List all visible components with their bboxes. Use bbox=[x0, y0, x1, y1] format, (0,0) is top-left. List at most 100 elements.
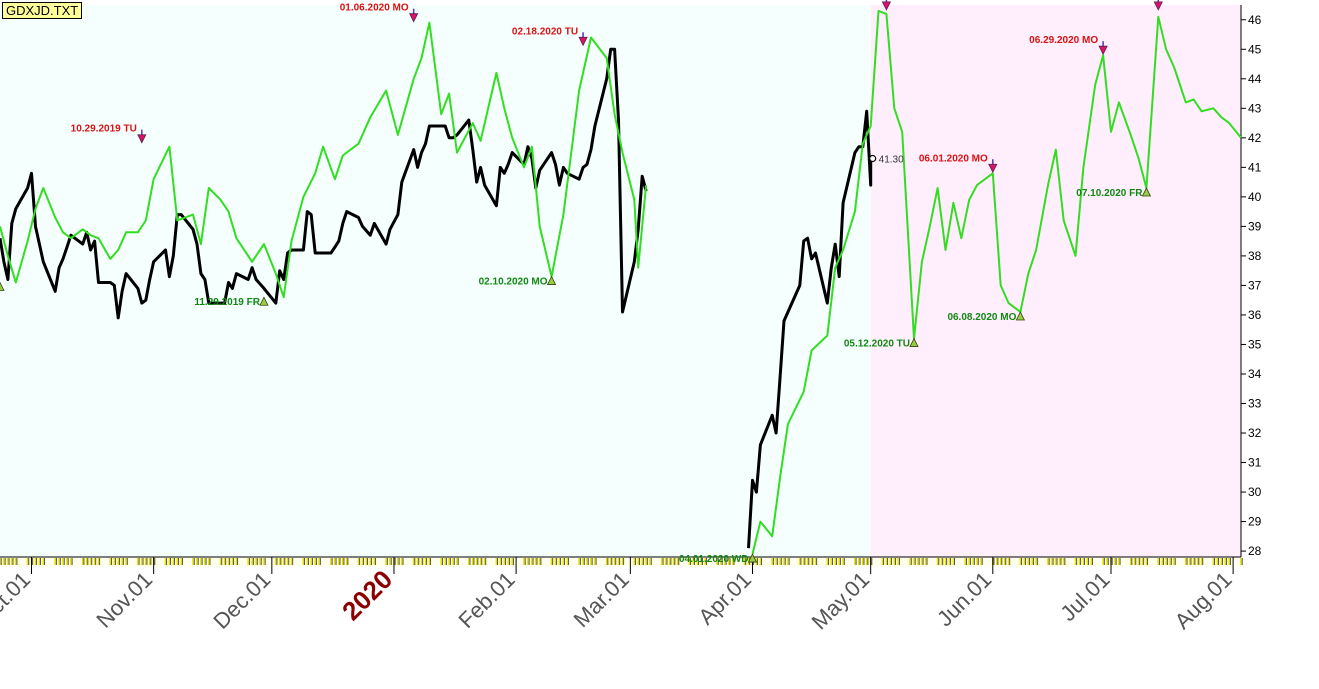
high-label: 05.05.2020 TU bbox=[815, 0, 881, 2]
low-annotation: 11.29.2019 FR bbox=[194, 296, 269, 308]
x-day-tick bbox=[1106, 558, 1108, 565]
x-day-tick bbox=[471, 558, 474, 565]
x-day-tick bbox=[468, 558, 470, 565]
x-day-tick bbox=[365, 558, 368, 565]
x-day-tick bbox=[263, 558, 265, 565]
x-day-tick bbox=[58, 558, 60, 565]
x-day-tick bbox=[881, 558, 884, 565]
x-day-tick bbox=[854, 558, 856, 565]
x-day-tick bbox=[802, 558, 805, 565]
high-marker bbox=[578, 36, 588, 47]
x-day-tick bbox=[830, 558, 833, 565]
x-day-tick bbox=[1058, 558, 1061, 565]
x-day-tick bbox=[743, 558, 746, 565]
x-day-tick bbox=[1007, 558, 1010, 565]
y-tick-label: 31 bbox=[1248, 456, 1262, 470]
x-day-tick bbox=[964, 558, 967, 565]
last-value-marker bbox=[869, 154, 877, 163]
high-annotation: 05.05.2020 TU bbox=[815, 0, 892, 11]
x-day-tick bbox=[814, 558, 817, 565]
x-day-tick bbox=[81, 558, 84, 565]
high-marker bbox=[409, 13, 419, 23]
x-tick-label: Aug.01 bbox=[1170, 567, 1237, 634]
x-day-tick bbox=[672, 558, 675, 565]
low-annotation: 02.10.2020 MO bbox=[479, 275, 557, 288]
x-day-tick bbox=[204, 558, 206, 565]
x-day-tick bbox=[582, 558, 584, 565]
x-day-tick bbox=[511, 558, 513, 565]
x-day-tick bbox=[661, 558, 663, 565]
x-day-tick bbox=[148, 558, 151, 565]
high-label: 06.29.2020 MO bbox=[1029, 35, 1098, 46]
x-day-tick bbox=[720, 558, 722, 565]
x-day-tick bbox=[1023, 558, 1026, 565]
x-day-tick bbox=[113, 558, 116, 565]
x-axis: Oct.01 Nov.01 Dec.01 2020 Feb.01 Mar.01 Apr.01… bbox=[0, 556, 1243, 634]
x-day-tick bbox=[826, 558, 829, 565]
x-day-tick bbox=[499, 558, 502, 565]
x-day-tick bbox=[1102, 558, 1104, 565]
x-day-tick bbox=[1240, 558, 1242, 565]
y-tick-label: 36 bbox=[1248, 308, 1262, 322]
x-day-tick bbox=[1133, 558, 1136, 565]
x-day-tick bbox=[909, 558, 911, 565]
x-day-tick bbox=[306, 558, 309, 565]
x-tick-label: Dec.01 bbox=[208, 567, 275, 634]
x-day-tick bbox=[373, 558, 376, 565]
x-day-tick bbox=[176, 558, 179, 565]
x-day-tick bbox=[1220, 558, 1223, 565]
x-day-tick bbox=[594, 558, 596, 565]
x-day-tick bbox=[93, 558, 96, 565]
y-tick-label: 33 bbox=[1248, 397, 1262, 411]
x-day-tick bbox=[550, 558, 553, 565]
x-day-tick bbox=[109, 558, 112, 565]
x-day-tick bbox=[925, 558, 927, 565]
x-day-tick bbox=[1157, 558, 1160, 565]
x-day-tick bbox=[676, 558, 679, 565]
x-day-tick bbox=[562, 558, 565, 565]
x-day-tick bbox=[716, 558, 718, 565]
x-tick-label: Nov.01 bbox=[91, 567, 157, 633]
x-day-tick bbox=[609, 558, 612, 565]
x-day-tick bbox=[144, 558, 147, 565]
x-day-tick bbox=[495, 558, 498, 565]
x-day-tick bbox=[1161, 558, 1164, 565]
x-day-tick bbox=[893, 558, 896, 565]
x-day-tick bbox=[952, 558, 955, 565]
x-day-tick bbox=[125, 558, 127, 565]
x-day-tick bbox=[865, 558, 868, 565]
x-day-tick bbox=[531, 558, 533, 565]
x-day-tick bbox=[1188, 558, 1191, 565]
x-day-tick bbox=[483, 558, 486, 565]
x-day-tick bbox=[200, 558, 202, 565]
x-day-tick bbox=[54, 558, 56, 565]
y-tick-label: 45 bbox=[1248, 42, 1262, 56]
low-annotation: 09.23.2019 FR bbox=[0, 281, 5, 291]
x-day-tick bbox=[1027, 558, 1030, 565]
x-tick-label: Jun.01 bbox=[932, 567, 996, 631]
x-day-tick bbox=[141, 558, 143, 565]
x-day-tick bbox=[861, 558, 864, 565]
x-day-tick bbox=[274, 558, 277, 565]
x-day-tick bbox=[452, 558, 454, 565]
x-day-tick bbox=[1165, 558, 1167, 565]
x-day-tick bbox=[479, 558, 482, 565]
x-day-tick bbox=[180, 558, 183, 565]
x-day-tick bbox=[282, 558, 285, 565]
x-day-tick bbox=[787, 558, 789, 565]
x-day-tick bbox=[1074, 558, 1077, 565]
x-day-tick bbox=[192, 558, 194, 565]
x-day-tick bbox=[731, 558, 734, 565]
x-day-tick bbox=[692, 558, 695, 565]
x-day-tick bbox=[318, 558, 320, 565]
x-day-tick bbox=[247, 558, 249, 565]
x-tick-label: Mar.01 bbox=[569, 567, 634, 632]
x-day-tick bbox=[357, 558, 360, 565]
x-day-tick bbox=[617, 558, 620, 565]
x-day-tick bbox=[944, 558, 947, 565]
x-day-tick bbox=[1086, 558, 1089, 565]
x-day-tick bbox=[759, 558, 762, 565]
x-day-tick bbox=[66, 558, 68, 565]
x-day-tick bbox=[1200, 558, 1203, 565]
